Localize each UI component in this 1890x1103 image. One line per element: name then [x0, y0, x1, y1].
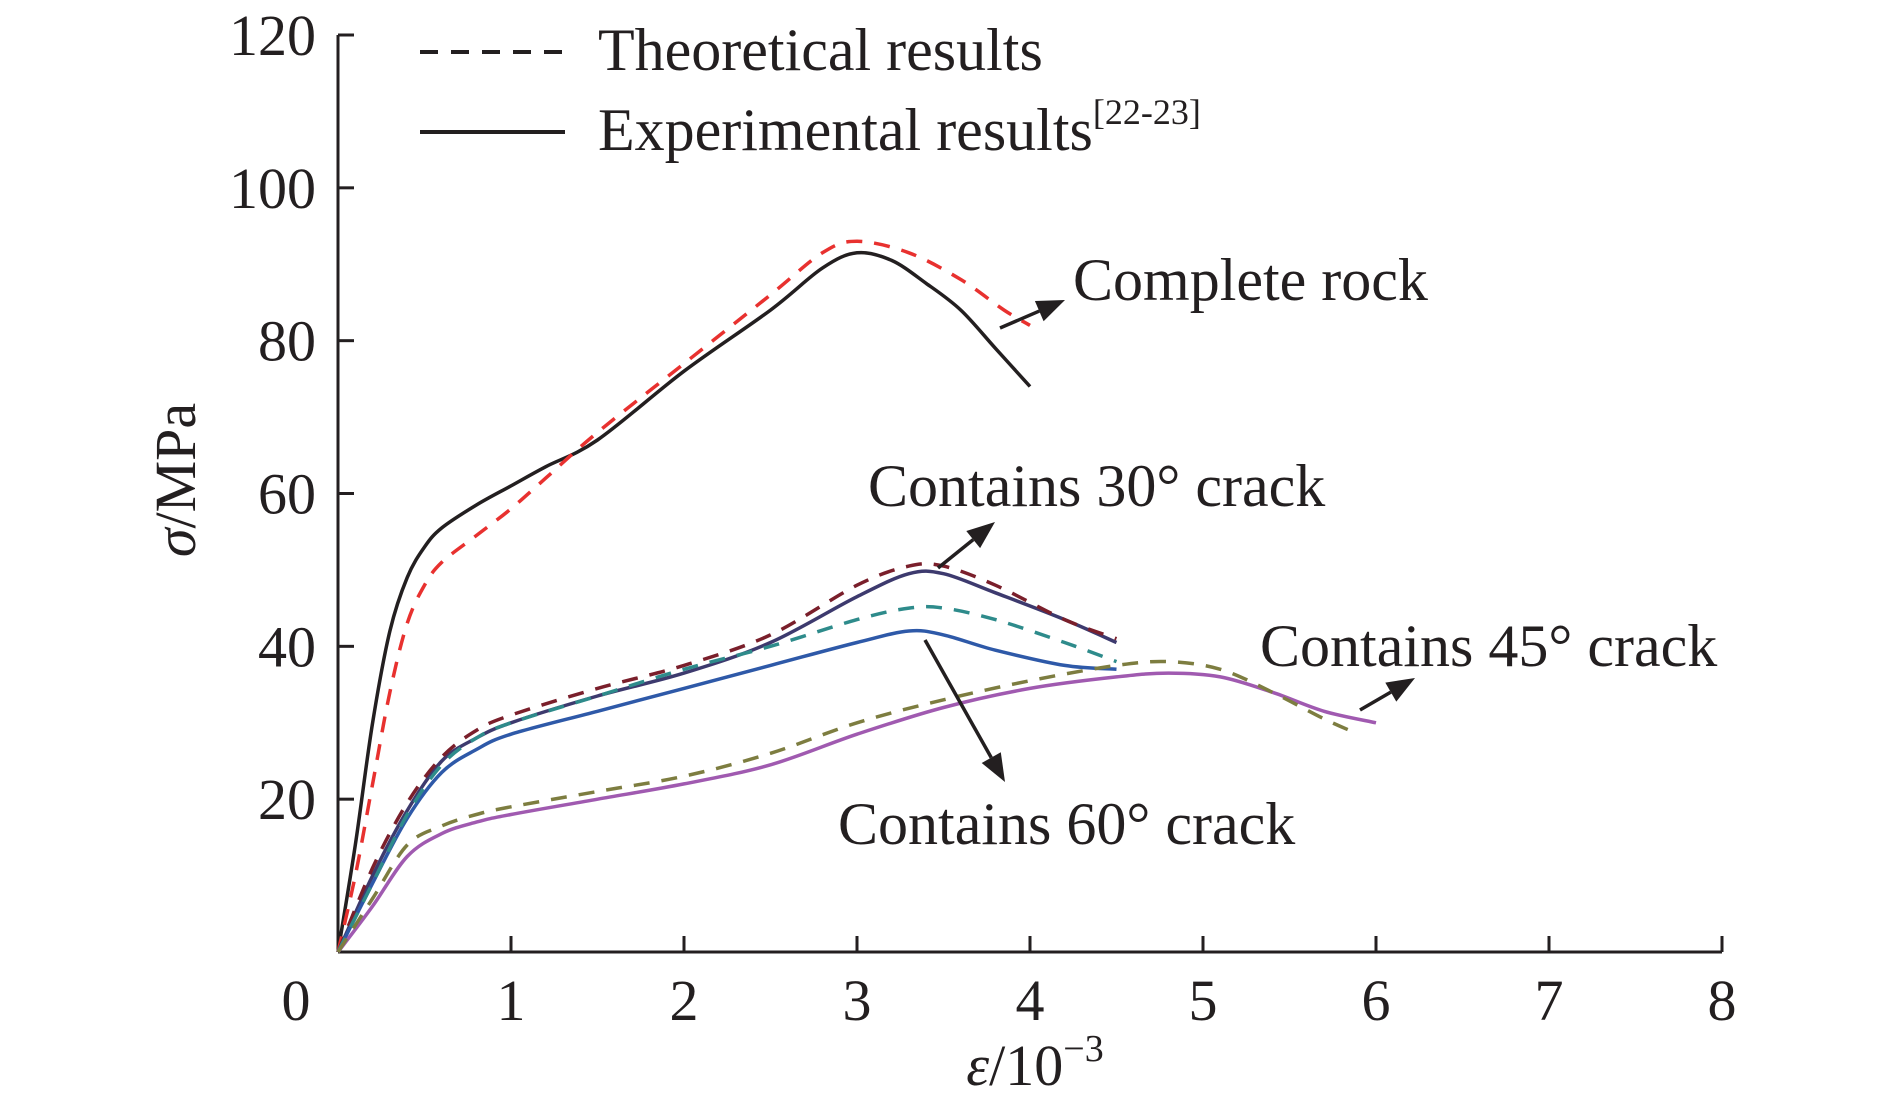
annotation-crack-30: Contains 30° crack: [868, 453, 1325, 519]
x-tick-label: 3: [843, 968, 872, 1033]
y-tick-label: 120: [229, 3, 316, 68]
annotation-arrow-line-crack-60: [923, 639, 993, 759]
annotation-crack-45: Contains 45° crack: [1260, 613, 1717, 679]
x-axis-title: ε/10−3: [966, 1028, 1103, 1098]
legend-label-experimental-ref: [22-23]: [1093, 92, 1201, 132]
legend-label-theoretical: Theoretical results: [598, 17, 1043, 83]
series-line-complete-theo: [336, 239, 1031, 953]
legend-label-experimental-main: Experimental results: [598, 97, 1093, 163]
series-layer: [336, 239, 1377, 954]
x-tick-label: 0: [282, 968, 311, 1033]
annotation-crack-60: Contains 60° crack: [838, 791, 1295, 857]
annotations-layer: [923, 300, 1415, 782]
series-line-crack45-theo: [336, 659, 1360, 953]
y-axis-title: σ/MPa: [143, 403, 208, 557]
x-tick-label: 6: [1362, 968, 1391, 1033]
x-tick-label: 1: [497, 968, 526, 1033]
x-tick-label: 5: [1189, 968, 1218, 1033]
legend: Theoretical results Experimental results…: [420, 17, 1201, 163]
y-axis-unit: /MPa: [143, 403, 208, 529]
annotation-arrowhead-crack-30: [966, 522, 995, 549]
series-line-crack60-exp: [336, 628, 1117, 953]
x-tick-label: 2: [670, 968, 699, 1033]
annotation-arrowhead-crack-45: [1385, 678, 1415, 702]
y-tick-label: 20: [258, 767, 316, 832]
series-line-complete-exp: [336, 250, 1032, 953]
x-axis-exponent: −3: [1063, 1028, 1103, 1070]
y-tick-label: 80: [258, 309, 316, 374]
legend-label-experimental: Experimental results[22-23]: [598, 92, 1201, 163]
series-line-crack30-theo: [336, 561, 1118, 953]
y-tick-label: 40: [258, 614, 316, 679]
series-line-crack30-exp: [336, 569, 1118, 953]
x-tick-label: 7: [1535, 968, 1564, 1033]
series-line-crack60-theo: [336, 604, 1118, 953]
annotation-arrowhead-crack-60: [981, 752, 1005, 782]
series-line-crack45-exp: [336, 671, 1377, 954]
y-axis-symbol: σ: [143, 526, 208, 557]
annotation-complete-rock: Complete rock: [1073, 247, 1428, 313]
x-tick-label: 8: [1708, 968, 1737, 1033]
x-tick-label: 4: [1016, 968, 1045, 1033]
x-axis-unit: /10: [989, 1033, 1063, 1098]
annotation-arrow-line-crack-30: [936, 538, 975, 570]
y-tick-label: 60: [258, 462, 316, 527]
annotation-arrowhead-complete-rock: [1034, 300, 1065, 322]
x-axis-symbol: ε: [966, 1033, 989, 1098]
y-tick-label: 100: [229, 156, 316, 221]
axes: 0 1 2 3 4 5 6 7 8 20 40 60 80 100 120: [229, 3, 1737, 1033]
annotation-arrow-line-complete-rock: [999, 309, 1040, 330]
annotation-arrow-line-crack-45: [1359, 690, 1392, 712]
